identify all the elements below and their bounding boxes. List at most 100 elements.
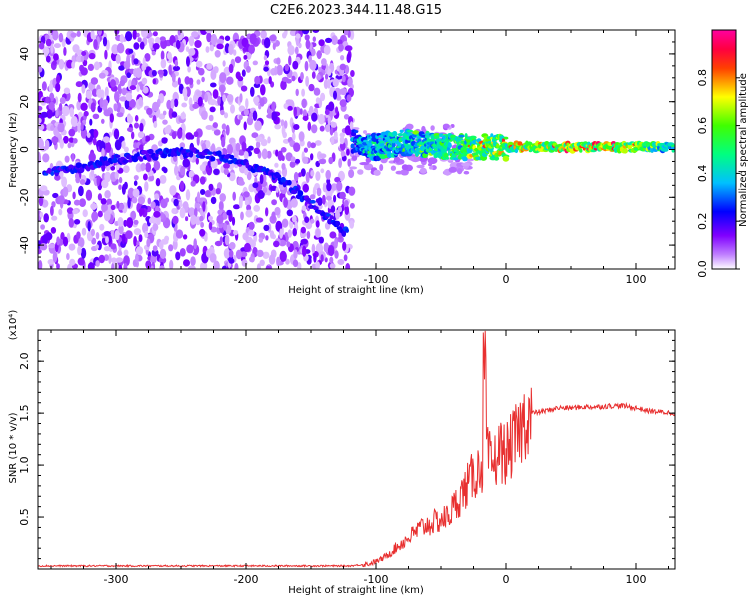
- heatmap-noise-cell: [169, 259, 174, 269]
- heatmap-noise-cell: [337, 259, 345, 265]
- heatmap-noise-cell: [40, 224, 45, 230]
- heatmap-noise-cell: [210, 82, 217, 88]
- heatmap-noise-cell: [293, 171, 299, 182]
- heatmap-noise-cell: [213, 168, 220, 175]
- heatmap-halo-cell: [379, 164, 384, 171]
- heatmap-signal-cell: [443, 153, 449, 158]
- heatmap-noise-cell: [137, 37, 142, 43]
- heatmap-noise-cell: [115, 257, 124, 263]
- heatmap-noise-cell: [340, 55, 345, 61]
- heatmap-noise-cell: [292, 60, 299, 70]
- snr-y-scale-note: (x10⁴): [8, 310, 19, 341]
- heatmap-noise-cell: [99, 97, 104, 109]
- heatmap-signal-cell: [466, 147, 473, 154]
- heatmap-signal-cell: [406, 129, 414, 133]
- heatmap-noise-cell: [135, 246, 144, 256]
- heatmap-noise-cell: [202, 201, 206, 212]
- heatmap-noise-cell: [325, 73, 329, 80]
- heatmap-noise-cell: [206, 32, 212, 43]
- heatmap-noise-cell: [139, 144, 144, 152]
- heatmap-noise-cell: [223, 222, 228, 231]
- heatmap-signal-cell: [391, 142, 396, 148]
- heatmap-noise-cell: [333, 130, 338, 140]
- heatmap-noise-cell: [62, 186, 69, 198]
- heatmap-noise-cell: [74, 219, 81, 225]
- heatmap-noise-cell: [68, 128, 76, 137]
- heatmap-signal-cell: [412, 130, 420, 135]
- heatmap-noise-cell: [42, 46, 50, 56]
- heatmap-noise-cell: [80, 102, 88, 112]
- heatmap-noise-cell: [171, 131, 177, 140]
- heatmap-halo-cell: [373, 169, 381, 176]
- heatmap-noise-cell: [335, 74, 343, 80]
- heatmap-noise-cell: [284, 63, 289, 72]
- heatmap-noise-cell: [38, 105, 43, 111]
- heatmap-noise-cell: [162, 110, 167, 116]
- heatmap-noise-cell: [118, 264, 123, 269]
- colorbar-tick-label: 0.6: [696, 117, 709, 135]
- heatmap-noise-cell: [139, 122, 144, 133]
- heatmap-noise-cell: [198, 67, 205, 76]
- heatmap-noise-cell: [173, 198, 179, 207]
- heatmap-noise-cell: [116, 200, 120, 209]
- heatmap-noise-cell: [118, 224, 124, 235]
- heatmap-noise-cell: [273, 240, 280, 248]
- heatmap-noise-cell: [234, 56, 242, 64]
- heatmap-noise-cell: [125, 31, 133, 42]
- heatmap-noise-cell: [237, 180, 245, 186]
- heatmap-noise-cell: [80, 67, 88, 76]
- heatmap-noise-cell: [244, 168, 249, 176]
- heatmap-noise-cell: [216, 43, 224, 50]
- heatmap-noise-cell: [292, 132, 296, 141]
- heatmap-noise-cell: [162, 69, 168, 77]
- heatmap-noise-cell: [152, 31, 158, 37]
- heatmap-noise-cell: [169, 185, 177, 196]
- heatmap-noise-cell: [70, 32, 77, 38]
- heatmap-ridge-cell: [295, 187, 300, 192]
- heatmap-noise-cell: [152, 78, 157, 85]
- y-tick-label: -40: [18, 236, 31, 254]
- heatmap-noise-cell: [256, 249, 264, 258]
- heatmap-noise-cell: [179, 207, 186, 219]
- heatmap-noise-cell: [291, 215, 297, 223]
- heatmap-noise-cell: [291, 75, 296, 82]
- heatmap-noise-cell: [182, 158, 190, 168]
- heatmap-noise-cell: [318, 39, 325, 47]
- heatmap-noise-cell: [56, 263, 60, 269]
- heatmap-noise-cell: [81, 51, 87, 56]
- heatmap-noise-cell: [161, 137, 168, 144]
- heatmap-noise-cell: [222, 212, 228, 220]
- heatmap-signal-cell: [496, 143, 500, 149]
- heatmap-noise-cell: [259, 259, 265, 266]
- heatmap-noise-cell: [136, 32, 140, 38]
- heatmap-noise-cell: [276, 57, 281, 65]
- heatmap-noise-cell: [102, 99, 109, 107]
- heatmap-noise-cell: [245, 209, 253, 218]
- figure-title: C2E6.2023.344.11.48.G15: [270, 3, 442, 18]
- heatmap-noise-cell: [152, 101, 159, 112]
- heatmap-ridge-cell: [345, 228, 349, 233]
- heatmap-noise-cell: [151, 70, 157, 77]
- heatmap-noise-cell: [39, 243, 48, 251]
- heatmap-noise-cell: [290, 198, 298, 208]
- heatmap-ridge-cell: [147, 148, 154, 155]
- heatmap-noise-cell: [72, 191, 76, 200]
- heatmap-signal-cell: [514, 148, 519, 154]
- y-tick-label: 1.5: [18, 404, 31, 422]
- heatmap-noise-cell: [106, 198, 113, 206]
- heatmap-noise-cell: [205, 140, 211, 149]
- heatmap-noise-cell: [69, 107, 74, 118]
- heatmap-noise-cell: [228, 43, 234, 56]
- heatmap-halo-cell: [390, 165, 396, 171]
- heatmap-noise-cell: [133, 219, 139, 225]
- heatmap-noise-cell: [63, 46, 67, 56]
- heatmap-noise-cell: [141, 30, 148, 38]
- heatmap-noise-cell: [214, 50, 221, 58]
- heatmap-noise-cell: [349, 220, 355, 229]
- heatmap-halo-cell: [416, 164, 425, 169]
- heatmap-noise-cell: [115, 164, 120, 171]
- heatmap-noise-cell: [231, 216, 236, 226]
- snr-plot-area: [38, 330, 675, 569]
- heatmap-ridge-cell: [138, 157, 144, 162]
- heatmap-noise-cell: [216, 214, 224, 224]
